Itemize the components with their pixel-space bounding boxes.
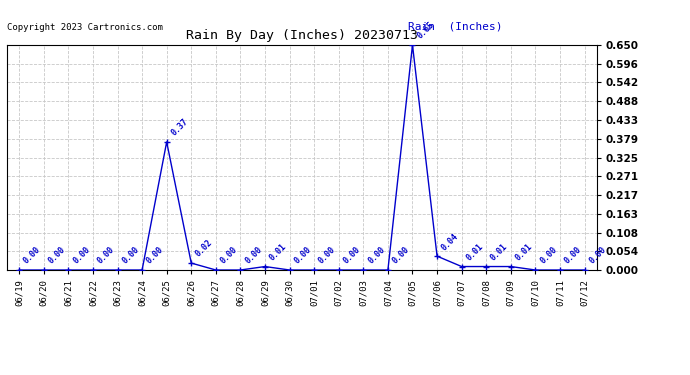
Text: 0.00: 0.00 [96,245,116,266]
Text: 0.00: 0.00 [243,245,264,266]
Text: 0.00: 0.00 [587,245,608,266]
Text: 0.01: 0.01 [268,242,288,262]
Text: 0.02: 0.02 [194,238,215,259]
Text: 0.00: 0.00 [46,245,67,266]
Title: Rain By Day (Inches) 20230713: Rain By Day (Inches) 20230713 [186,30,418,42]
Text: 0.00: 0.00 [538,245,559,266]
Text: 0.00: 0.00 [317,245,337,266]
Text: 0.00: 0.00 [563,245,583,266]
Text: 0.00: 0.00 [145,245,166,266]
Text: 0.37: 0.37 [170,117,190,138]
Text: 0.00: 0.00 [366,245,386,266]
Text: 0.00: 0.00 [391,245,411,266]
Text: 0.00: 0.00 [342,245,362,266]
Text: 0.00: 0.00 [22,245,43,266]
Text: Copyright 2023 Cartronics.com: Copyright 2023 Cartronics.com [7,22,163,32]
Text: 0.00: 0.00 [71,245,92,266]
Text: 0.00: 0.00 [120,245,141,266]
Text: 0.00: 0.00 [293,245,313,266]
Text: 0.00: 0.00 [219,245,239,266]
Text: 0.01: 0.01 [464,242,485,262]
Text: 0.04: 0.04 [440,231,460,252]
Text: 0.65: 0.65 [415,20,436,41]
Text: 0.01: 0.01 [489,242,509,262]
Text: 0.01: 0.01 [513,242,534,262]
Text: Rain  (Inches): Rain (Inches) [408,21,502,32]
